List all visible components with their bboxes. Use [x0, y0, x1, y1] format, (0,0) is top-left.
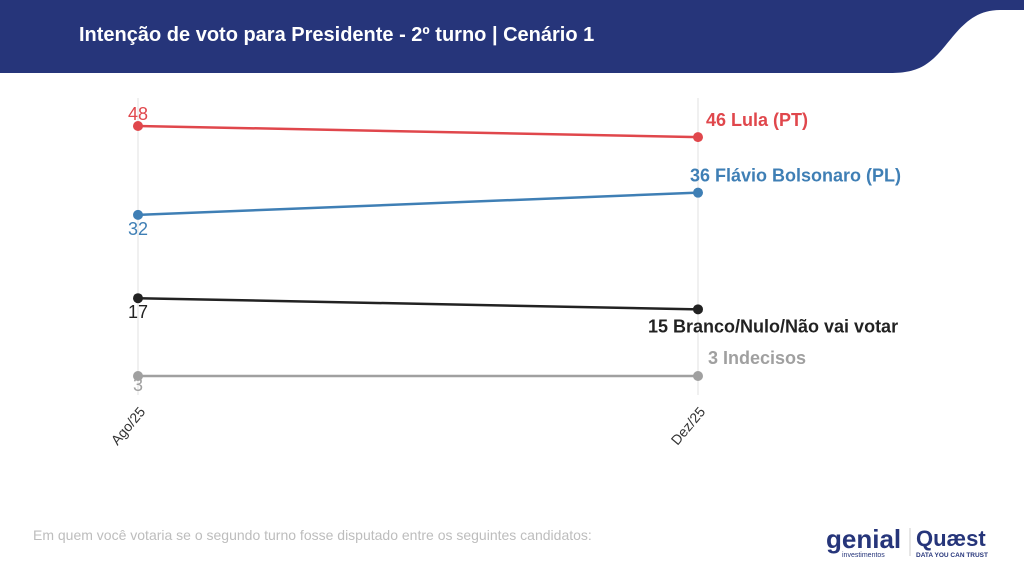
series-line — [137, 296, 699, 311]
start-value-label: 17 — [128, 302, 148, 322]
start-value-label: 3 — [133, 375, 143, 395]
start-value-label: 48 — [128, 104, 148, 124]
data-point — [133, 209, 143, 220]
x-tick-label: Dez/25 — [668, 403, 709, 447]
svg-text:DATA YOU CAN TRUST: DATA YOU CAN TRUST — [916, 552, 988, 559]
genial-logo: genial — [826, 524, 901, 554]
data-point — [133, 121, 143, 131]
line-chart: Ago/25 Dez/25 48 46 Lula (PT) 32 36 Flávio Bo… — [108, 98, 901, 448]
data-point — [693, 187, 703, 198]
end-series-label: 3 Indecisos — [708, 348, 806, 368]
quaest-logo: Quæst — [916, 526, 986, 551]
x-tick-label: Ago/25 — [108, 403, 149, 447]
survey-question: Em quem você votaria se o segundo turno … — [33, 527, 592, 543]
svg-text:investimentos: investimentos — [842, 552, 885, 559]
series-line — [137, 124, 699, 139]
data-point — [133, 293, 143, 304]
end-series-label: 46 Lula (PT) — [706, 110, 808, 130]
data-point — [133, 371, 143, 381]
series-line — [137, 191, 699, 217]
start-value-label: 32 — [128, 219, 148, 239]
data-point — [693, 371, 703, 381]
data-point — [693, 304, 703, 315]
data-point — [693, 132, 703, 143]
end-series-label: 15 Branco/Nulo/Não vai votar — [648, 316, 898, 336]
partner-logos: genial investimentos Quæst DATA YOU CAN … — [826, 524, 988, 559]
page-title: Intenção de voto para Presidente - 2º tu… — [79, 24, 595, 46]
end-series-label: 36 Flávio Bolsonaro (PL) — [690, 166, 901, 186]
header-band — [0, 0, 1024, 73]
